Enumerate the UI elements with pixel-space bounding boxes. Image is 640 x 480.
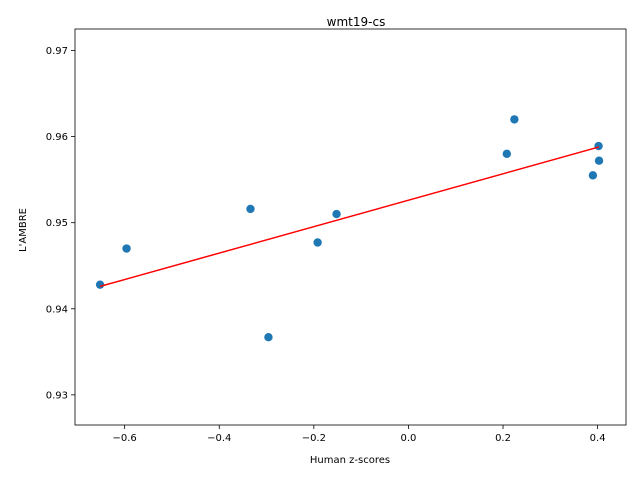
x-tick-label-3: 0.0	[400, 433, 416, 444]
y-axis: 0.93 0.94 0.95 0.96 0.97	[46, 46, 75, 401]
y-tick-label-3: 0.96	[46, 132, 68, 143]
x-axis-label: Human z-scores	[310, 455, 390, 466]
data-point-8	[588, 171, 598, 180]
data-point-3	[264, 332, 273, 342]
data-point-1	[122, 244, 131, 253]
plot-frame	[74, 28, 627, 426]
data-point-2	[246, 204, 255, 214]
data-point-9	[594, 141, 603, 151]
data-point-7	[510, 115, 519, 124]
data-point-10	[594, 156, 604, 165]
data-point-5	[332, 209, 341, 219]
y-tick-label-0: 0.93	[46, 390, 68, 401]
x-tick-label-2: −0.2	[302, 433, 326, 444]
data-point-0	[95, 280, 105, 289]
y-tick-label-2: 0.95	[46, 218, 68, 229]
y-tick-label-4: 0.97	[46, 46, 68, 57]
y-axis-label: L'AMBRE	[18, 208, 29, 252]
data-point-4	[313, 238, 322, 247]
x-tick-label-0: −0.6	[113, 433, 137, 444]
x-tick-label-4: 0.2	[495, 433, 511, 444]
y-tick-label-1: 0.94	[46, 304, 68, 315]
chart-title: wmt19-cs	[327, 15, 386, 29]
x-tick-label-1: −0.4	[207, 433, 231, 444]
x-tick-label-5: 0.4	[590, 433, 606, 444]
fit-line	[99, 146, 600, 288]
plot-area	[95, 115, 604, 342]
data-point-6	[502, 149, 512, 159]
x-axis: −0.6 −0.4 −0.2 0.0 0.2 0.4	[113, 425, 606, 444]
